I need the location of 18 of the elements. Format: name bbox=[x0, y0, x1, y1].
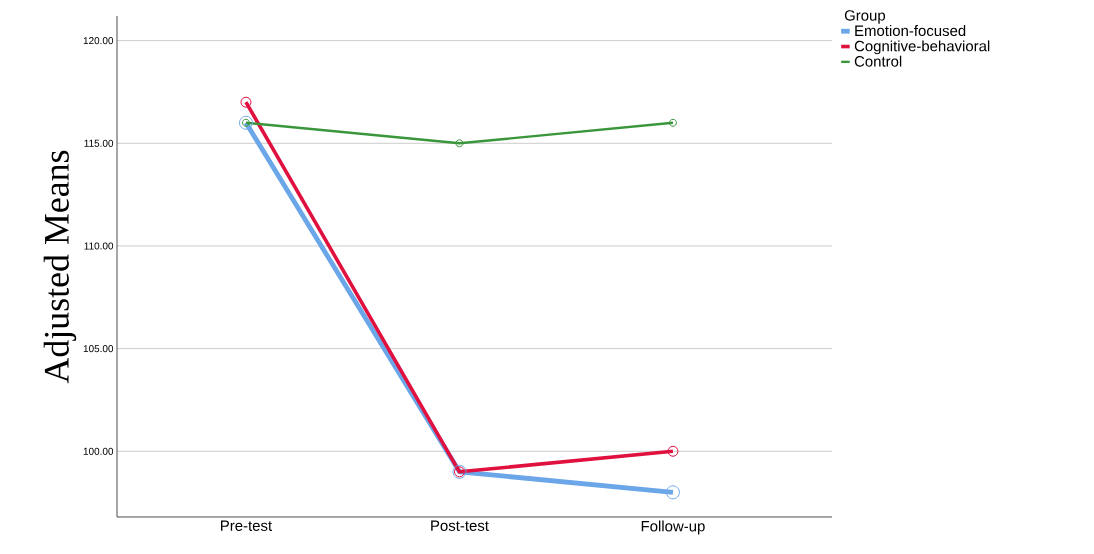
point bbox=[455, 139, 464, 148]
y-tick-label: 110.00 bbox=[84, 242, 114, 250]
legend-label: Control bbox=[854, 55, 902, 67]
legend-title: Group bbox=[844, 10, 886, 24]
y-tick-label: 100.00 bbox=[83, 447, 114, 455]
y-tick-label: 105.00 bbox=[83, 345, 114, 353]
y-tick-label: 120.00 bbox=[83, 37, 114, 45]
legend-label: Cognitive-behavioral bbox=[854, 40, 990, 55]
point bbox=[665, 485, 680, 500]
point bbox=[668, 118, 677, 127]
y-axis-title: Adjusted Means bbox=[43, 150, 77, 384]
legend-label: Emotion-focused bbox=[855, 25, 966, 37]
y-tick-label: 115.00 bbox=[84, 139, 114, 147]
point bbox=[240, 96, 252, 108]
x-tick-label: Post-test bbox=[431, 520, 489, 531]
x-tick-label: Pre-test bbox=[221, 520, 273, 531]
x-tick-label: Follow-up bbox=[641, 520, 705, 535]
point bbox=[667, 445, 679, 457]
